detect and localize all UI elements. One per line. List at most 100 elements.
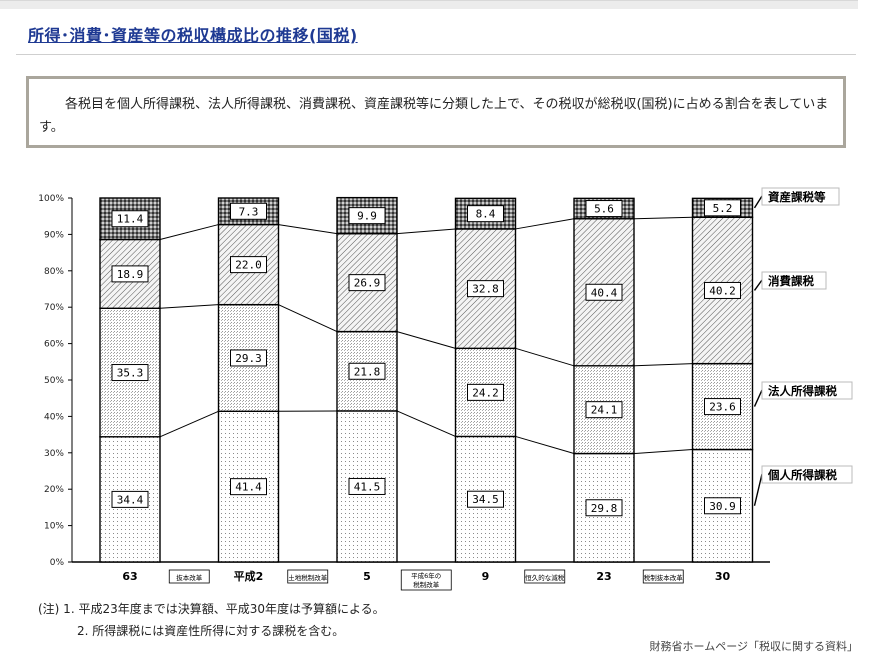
data-label-box bbox=[467, 280, 504, 298]
data-label-box bbox=[230, 202, 267, 220]
data-label: 35.3 bbox=[117, 367, 144, 380]
data-label: 24.2 bbox=[472, 386, 499, 399]
data-label-box bbox=[111, 210, 149, 228]
legend-box-corporate bbox=[761, 381, 853, 400]
data-label-box bbox=[585, 401, 623, 419]
y-tick-label: 0% bbox=[50, 558, 65, 568]
source-credit: 財務省ホームページ「税収に関する資料」 bbox=[649, 640, 858, 653]
data-label-box bbox=[348, 274, 386, 292]
reform-annotation: 抜本改革 bbox=[176, 573, 203, 582]
data-label: 34.4 bbox=[117, 493, 144, 506]
data-label: 34.5 bbox=[472, 493, 499, 506]
series-connector-line bbox=[515, 218, 575, 230]
reform-annotation-box bbox=[400, 569, 452, 591]
series-connector-line bbox=[278, 224, 338, 235]
legend-label-consumption: 消費課税 bbox=[768, 274, 814, 288]
description-box: 各税目を個人所得課税、法人所得課税、消費課税、資産課税等に分類した上で、その税収… bbox=[26, 76, 846, 148]
legend-label-corporate: 法人所得課税 bbox=[768, 384, 837, 398]
top-rule bbox=[0, 0, 858, 9]
note-2: 2. 所得課税には資産性所得に対する課税を含む。 bbox=[77, 624, 345, 638]
data-label-box bbox=[111, 364, 149, 382]
data-label: 40.4 bbox=[591, 286, 618, 299]
data-label-box bbox=[348, 362, 386, 380]
x-tick-label: 30 bbox=[715, 570, 731, 583]
y-tick-label: 90% bbox=[44, 230, 64, 240]
data-label-box bbox=[467, 205, 504, 223]
data-label: 30.9 bbox=[709, 500, 736, 513]
data-label-box bbox=[348, 477, 386, 495]
data-label: 41.5 bbox=[354, 480, 381, 493]
legend-box-asset bbox=[761, 187, 840, 206]
data-label-box bbox=[585, 283, 623, 301]
data-label-box bbox=[585, 200, 623, 218]
data-label: 41.4 bbox=[235, 481, 262, 494]
legend-label-individual: 個人所得課税 bbox=[767, 468, 837, 482]
data-label-box bbox=[467, 490, 504, 508]
data-label-box bbox=[704, 497, 741, 515]
data-label-box bbox=[704, 199, 741, 217]
data-label-box bbox=[704, 398, 741, 416]
series-connector-line bbox=[396, 228, 456, 235]
reform-annotation: 税制改革 bbox=[413, 580, 440, 589]
series-connector-line bbox=[633, 216, 693, 220]
data-label: 29.3 bbox=[235, 352, 262, 365]
series-connector-line bbox=[159, 224, 219, 240]
data-label: 32.8 bbox=[472, 283, 499, 296]
reform-annotation: 恒久的な減税 bbox=[525, 573, 565, 582]
legend-leader-line bbox=[753, 279, 763, 291]
data-label-box bbox=[230, 478, 267, 496]
data-label: 21.8 bbox=[354, 365, 381, 378]
series-connector-line bbox=[515, 347, 575, 367]
data-label: 18.9 bbox=[117, 268, 144, 281]
description-text: 各税目を個人所得課税、法人所得課税、消費課税、資産課税等に分類した上で、その税収… bbox=[39, 97, 829, 135]
reform-annotation-box bbox=[524, 569, 566, 584]
data-label-box bbox=[585, 499, 623, 517]
reform-annotation-box bbox=[642, 569, 684, 584]
data-label: 22.0 bbox=[235, 259, 262, 272]
legend-label-asset: 資産課税等 bbox=[768, 190, 826, 204]
legend-box-individual bbox=[761, 465, 853, 484]
y-tick-label: 80% bbox=[44, 267, 64, 277]
data-label: 5.2 bbox=[713, 202, 733, 215]
x-tick-label: 63 bbox=[122, 570, 137, 583]
stacked-bar-chart: 0% 10% 20% 30% 40% 50% 60% 70% 80% 90% 100% 63 平成2 5 9… bbox=[38, 187, 853, 591]
y-tick-label: 30% bbox=[44, 449, 64, 459]
data-label-box bbox=[111, 265, 149, 283]
y-tick-label: 60% bbox=[44, 340, 64, 350]
data-label-box bbox=[230, 349, 267, 367]
y-tick-label: 100% bbox=[38, 194, 64, 204]
data-label: 5.6 bbox=[594, 203, 614, 216]
series-connector-line bbox=[396, 331, 456, 349]
series-connector-line bbox=[633, 449, 693, 455]
reform-annotation-box bbox=[168, 569, 210, 584]
data-label: 23.6 bbox=[709, 401, 736, 414]
data-label-box bbox=[348, 207, 386, 225]
x-tick-label: 9 bbox=[482, 570, 490, 583]
legend-leader-line bbox=[753, 389, 763, 407]
data-label-box bbox=[230, 256, 267, 274]
y-tick-label: 10% bbox=[44, 522, 64, 532]
series-connector-line bbox=[159, 410, 219, 438]
data-label-box bbox=[111, 490, 149, 508]
data-label: 8.4 bbox=[476, 208, 496, 221]
legend-leader-line bbox=[753, 473, 763, 506]
bar-segment-asset bbox=[99, 197, 161, 241]
x-tick-label: 5 bbox=[363, 570, 371, 583]
y-tick-label: 70% bbox=[44, 303, 64, 313]
y-tick-label: 50% bbox=[44, 376, 64, 386]
x-tick-label: 平成2 bbox=[234, 569, 264, 583]
series-connector-line bbox=[396, 410, 456, 437]
series-connector-line bbox=[159, 304, 219, 309]
data-label: 9.9 bbox=[357, 210, 377, 223]
data-label: 29.8 bbox=[591, 502, 618, 515]
legend-leader-line bbox=[753, 195, 763, 209]
legend-box-consumption bbox=[761, 271, 827, 290]
data-label: 26.9 bbox=[354, 277, 381, 290]
y-tick-label: 40% bbox=[44, 412, 64, 422]
series-connector-line bbox=[515, 435, 575, 455]
data-label: 11.4 bbox=[117, 213, 144, 226]
series-connector-line bbox=[633, 363, 693, 367]
data-label: 7.3 bbox=[239, 205, 259, 218]
data-label-box bbox=[467, 383, 504, 401]
series-connector-line bbox=[278, 304, 338, 333]
